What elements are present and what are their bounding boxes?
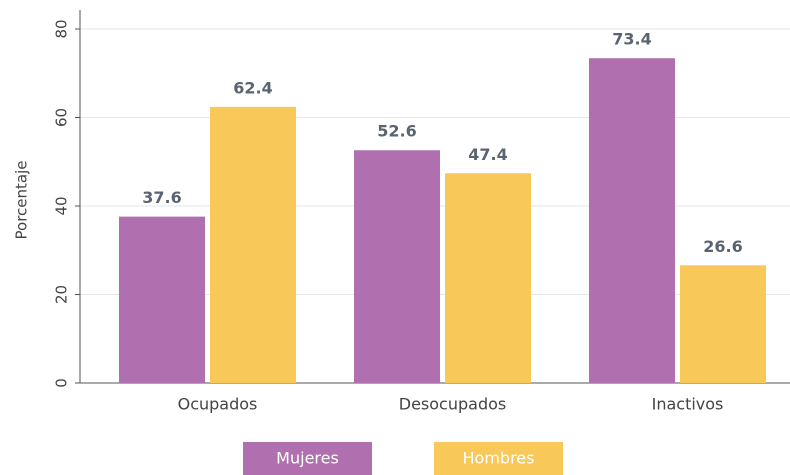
value-label: 62.4 xyxy=(233,78,272,97)
value-label: 26.6 xyxy=(703,237,742,256)
legend-label: Mujeres xyxy=(276,449,339,468)
y-tick-label: 0 xyxy=(53,378,71,388)
legend-swatch xyxy=(434,442,563,475)
y-tick-label: 80 xyxy=(53,19,71,38)
value-label: 37.6 xyxy=(142,188,181,207)
x-tick-label: Desocupados xyxy=(399,395,506,414)
value-label: 52.6 xyxy=(377,122,416,141)
legend-swatch xyxy=(243,442,372,475)
x-tick-label: Ocupados xyxy=(178,395,258,414)
bar xyxy=(119,216,205,383)
value-label: 47.4 xyxy=(468,145,507,164)
value-label: 73.4 xyxy=(612,30,651,49)
bar xyxy=(210,106,296,383)
bar xyxy=(445,173,531,383)
x-tick-label: Inactivos xyxy=(652,395,724,414)
legend-label: Hombres xyxy=(463,449,535,468)
y-tick-label: 60 xyxy=(53,108,71,127)
bar xyxy=(680,265,766,383)
y-axis-label: Porcentaje xyxy=(13,161,31,240)
y-tick-label: 40 xyxy=(53,196,71,215)
y-tick-label: 20 xyxy=(53,285,71,304)
bar xyxy=(589,58,675,384)
bar xyxy=(354,150,440,383)
